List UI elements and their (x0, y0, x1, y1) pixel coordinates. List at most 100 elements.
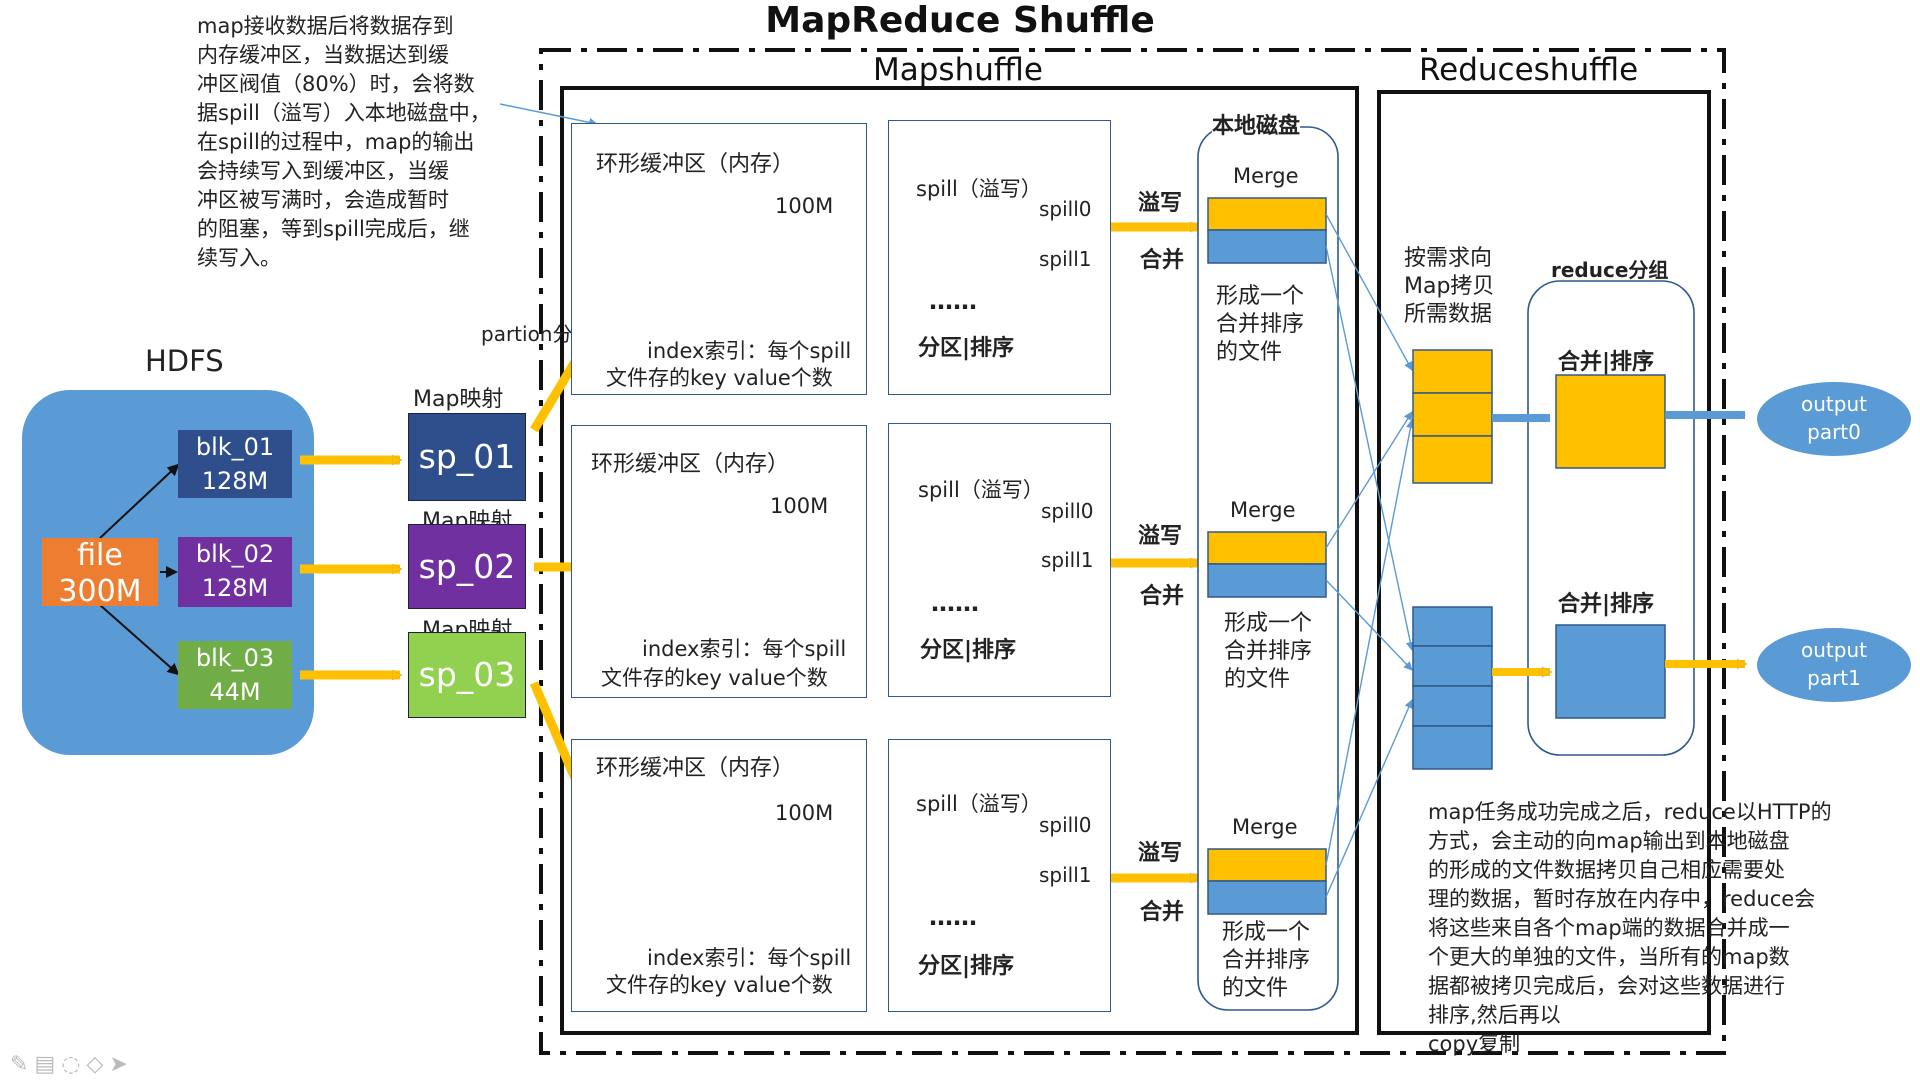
buffer-title: 环形缓冲区（内存） (596, 152, 795, 177)
block-blk_01: blk_01 128M (178, 430, 292, 498)
buffer-title: 环形缓冲区（内存） (596, 756, 795, 781)
eraser-icon[interactable]: ◌ (61, 1052, 87, 1077)
merge-label-2: Merge (1230, 498, 1296, 522)
formed-line-3: 的文件 (1224, 667, 1291, 692)
spill-dots: …… (931, 589, 979, 617)
index-line-2: 文件存的key value个数 (606, 366, 833, 390)
formed-line-1: 形成一个 (1216, 284, 1305, 309)
note-reduce-copy: map任务成功完成之后，reduce以HTTP的 方式，会主动的向map输出到本… (1428, 800, 1832, 1056)
block-blk_02: blk_02 128M (178, 537, 292, 607)
reduce-stack-1 (1412, 349, 1493, 484)
ring-buffer-panel-3: 环形缓冲区（内存） 100M index索引：每个spill 文件存的key v… (571, 739, 867, 1012)
spill-panel-2: spill（溢写） spill0 spill1 …… 分区|排序 (888, 423, 1111, 697)
block-name: blk_02 (195, 540, 275, 568)
copy-line-1: 按需求向 (1404, 246, 1493, 271)
sp-box-3: sp_03 (408, 632, 526, 718)
formed-file-text-3: 形成一个 合并排序 的文件 (1222, 919, 1310, 1003)
index-line-1: index索引：每个spill (642, 637, 847, 661)
merge-label-1: Merge (1233, 164, 1299, 188)
index-line-1: index索引：每个spill (647, 946, 852, 970)
file-name: file (77, 538, 123, 573)
merge-sort-box-2 (1555, 624, 1666, 719)
merge-bar-3 (1207, 848, 1327, 915)
spill-title: spill（溢写） (916, 792, 1042, 816)
index-line-2: 文件存的key value个数 (606, 973, 833, 997)
reduce-stack-2 (1412, 606, 1493, 770)
reduceshuffle-label: Reduceshuffle (1419, 52, 1639, 88)
combine-label-3: 合并 (1140, 900, 1185, 925)
diagram-title: MapReduce Shuffle (765, 0, 1155, 41)
ring-buffer-panel-1: 环形缓冲区（内存） 100M index索引：每个spill 文件存的key v… (571, 123, 867, 395)
map-label-1: Map映射 (413, 387, 504, 412)
formed-line-3: 的文件 (1222, 976, 1289, 1001)
highlighter-icon[interactable]: ◇ (86, 1052, 110, 1077)
file-box: file 300M (42, 538, 158, 609)
reduce-group-title: reduce分组 (1551, 258, 1669, 282)
combine-label-2: 合并 (1140, 584, 1185, 609)
partition-sort-label: 分区|排序 (918, 954, 1015, 979)
formed-line-2: 合并排序 (1222, 948, 1311, 973)
spill0-label: spill0 (1041, 499, 1094, 523)
block-name: blk_01 (195, 433, 275, 461)
spill-write-label-3: 溢写 (1138, 841, 1183, 866)
merge-bar-1 (1207, 197, 1327, 264)
toolbar-icons: ✎▤◌◇➤ (10, 1052, 134, 1077)
sp-box-2: sp_02 (408, 524, 526, 609)
spill1-label: spill1 (1039, 247, 1092, 271)
ring-buffer-panel-2: 环形缓冲区（内存） 100M index索引：每个spill 文件存的key v… (571, 425, 867, 698)
copy-line-3: 所需数据 (1404, 302, 1493, 327)
merge-sort-box-1 (1555, 374, 1666, 469)
spill1-label: spill1 (1041, 548, 1094, 572)
formed-line-3: 的文件 (1216, 340, 1283, 365)
block-size: 128M (201, 574, 269, 602)
spill-dots: …… (929, 903, 977, 931)
formed-file-text-2: 形成一个 合并排序 的文件 (1224, 610, 1312, 694)
output-part1: output part1 (1757, 628, 1911, 702)
spill-write-label-1: 溢写 (1138, 191, 1183, 216)
buffer-capacity: 100M (775, 194, 834, 218)
combine-label-1: 合并 (1140, 248, 1185, 273)
mapshuffle-frame (560, 86, 1359, 1035)
copy-on-demand-text: 按需求向 Map拷贝 所需数据 (1404, 245, 1494, 329)
partition-sort-label: 分区|排序 (918, 336, 1015, 361)
merge-label-3: Merge (1232, 815, 1298, 839)
spill1-label: spill1 (1039, 863, 1092, 887)
merge-sort-label-2: 合并|排序 (1558, 592, 1655, 617)
output-line-1: output (1801, 392, 1867, 416)
output-part0: output part0 (1757, 382, 1911, 456)
merge-sort-label-1: 合并|排序 (1558, 350, 1655, 375)
buffer-capacity: 100M (775, 801, 834, 825)
shuffle-frame (539, 48, 1726, 1055)
merge-bar-2 (1207, 531, 1327, 598)
spill0-label: spill0 (1039, 813, 1092, 837)
block-blk_03: blk_03 44M (178, 641, 292, 709)
note-icon[interactable]: ▤ (34, 1052, 62, 1077)
block-size: 128M (201, 467, 269, 495)
formed-line-2: 合并排序 (1224, 639, 1313, 664)
copy-line-2: Map拷贝 (1404, 274, 1495, 299)
sp-box-1: sp_01 (408, 413, 526, 501)
index-line-2: 文件存的key value个数 (601, 666, 828, 690)
index-line-1: index索引：每个spill (647, 339, 852, 363)
file-size: 300M (58, 574, 142, 609)
formed-line-1: 形成一个 (1222, 920, 1311, 945)
output-line-1: output (1801, 638, 1867, 662)
formed-line-2: 合并排序 (1216, 312, 1305, 337)
formed-line-1: 形成一个 (1224, 611, 1313, 636)
note-map-buffer: map接收数据后将数据存到 内存缓冲区，当数据达到缓 冲区阀值（80%）时，会将… (197, 14, 491, 270)
buffer-title: 环形缓冲区（内存） (591, 452, 790, 477)
spill-panel-3: spill（溢写） spill0 spill1 …… 分区|排序 (888, 739, 1111, 1012)
hdfs-label: HDFS (145, 344, 224, 378)
block-name: blk_03 (195, 644, 275, 672)
reduceshuffle-frame (1377, 90, 1711, 1035)
spill-dots: …… (929, 287, 977, 315)
block-size: 44M (209, 678, 261, 706)
output-line-2: part1 (1807, 666, 1861, 690)
output-line-2: part0 (1807, 420, 1861, 444)
mapshuffle-label: Mapshuffle (873, 52, 1043, 88)
partition-sort-label: 分区|排序 (920, 638, 1017, 663)
pen-icon[interactable]: ✎ (10, 1052, 35, 1077)
spill-panel-1: spill（溢写） spill0 spill1 …… 分区|排序 (888, 120, 1111, 395)
pointer-icon[interactable]: ➤ (109, 1052, 134, 1077)
spill0-label: spill0 (1039, 197, 1092, 221)
